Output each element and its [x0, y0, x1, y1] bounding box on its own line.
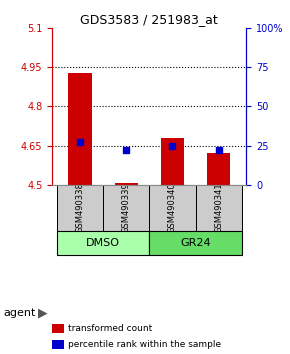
- Title: GDS3583 / 251983_at: GDS3583 / 251983_at: [80, 13, 218, 26]
- FancyBboxPatch shape: [149, 232, 242, 255]
- FancyBboxPatch shape: [103, 184, 149, 232]
- Text: ▶: ▶: [38, 307, 47, 320]
- Text: GSM490340: GSM490340: [168, 183, 177, 233]
- FancyBboxPatch shape: [57, 184, 103, 232]
- FancyBboxPatch shape: [196, 184, 242, 232]
- Bar: [115, 183, 138, 184]
- Text: DMSO: DMSO: [86, 238, 120, 248]
- Text: GSM490338: GSM490338: [75, 183, 84, 233]
- FancyBboxPatch shape: [149, 184, 196, 232]
- Text: GR24: GR24: [180, 238, 211, 248]
- Bar: [68, 73, 92, 184]
- Text: GSM490339: GSM490339: [122, 183, 131, 233]
- Bar: [207, 153, 230, 184]
- FancyBboxPatch shape: [57, 232, 149, 255]
- Text: transformed count: transformed count: [68, 324, 153, 333]
- Text: GSM490341: GSM490341: [214, 183, 223, 233]
- Text: agent: agent: [3, 308, 35, 318]
- Bar: [161, 138, 184, 184]
- Text: percentile rank within the sample: percentile rank within the sample: [68, 340, 221, 349]
